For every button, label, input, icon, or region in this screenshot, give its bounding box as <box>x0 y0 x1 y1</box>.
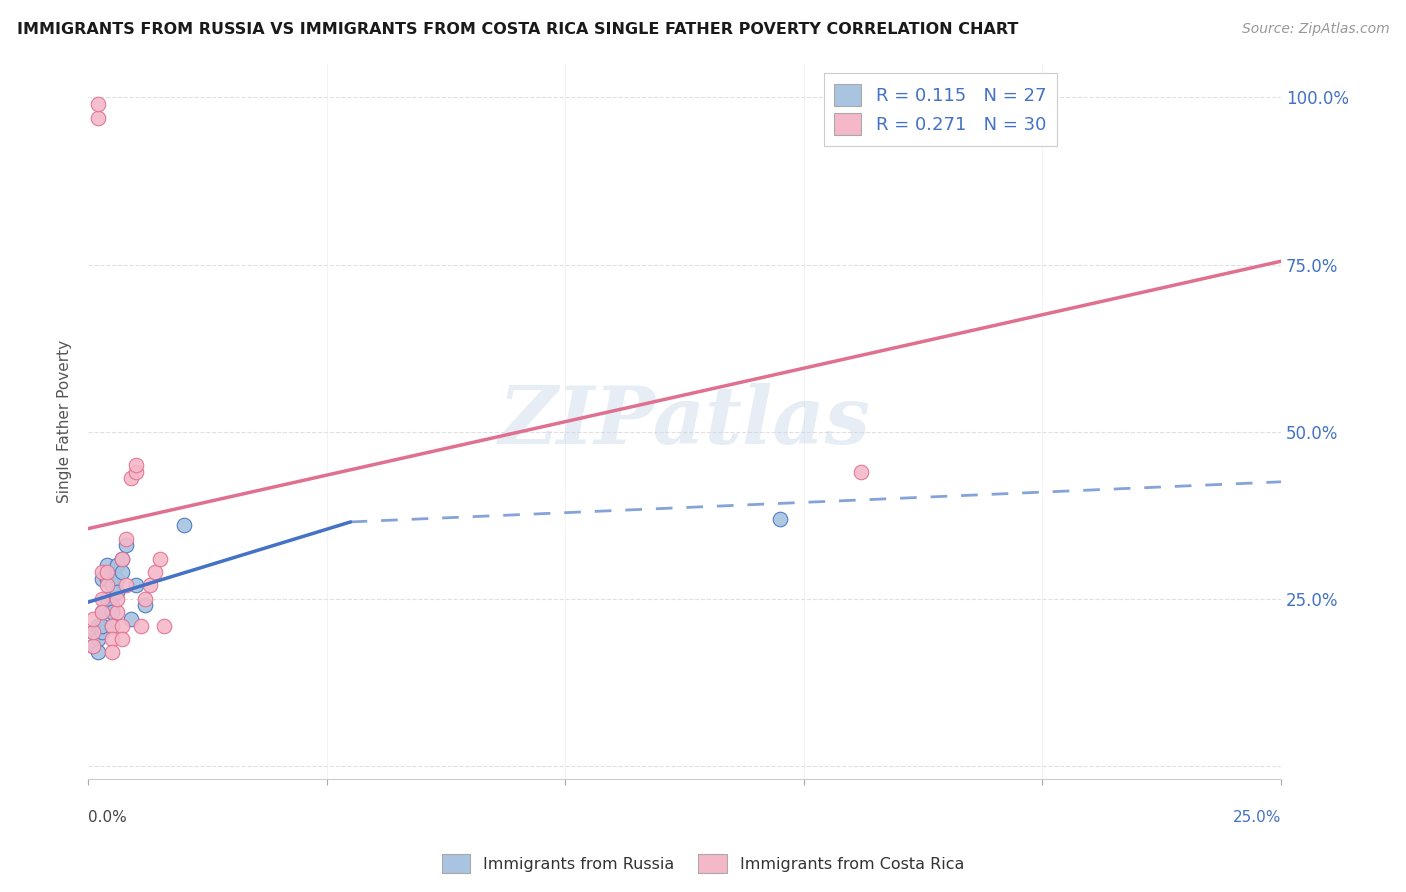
Point <box>101 632 124 646</box>
Point <box>105 605 128 619</box>
Point <box>101 618 124 632</box>
Point <box>120 612 142 626</box>
Point <box>134 591 156 606</box>
Point <box>86 632 108 646</box>
Point <box>149 551 172 566</box>
Point <box>849 465 872 479</box>
Point <box>110 565 132 579</box>
Point <box>105 558 128 573</box>
Text: 25.0%: 25.0% <box>1233 810 1281 825</box>
Point <box>91 618 114 632</box>
Point <box>101 618 124 632</box>
Legend: R = 0.115   N = 27, R = 0.271   N = 30: R = 0.115 N = 27, R = 0.271 N = 30 <box>824 73 1057 146</box>
Point <box>143 565 166 579</box>
Point <box>110 551 132 566</box>
Point <box>105 572 128 586</box>
Point <box>125 465 148 479</box>
Point <box>96 572 118 586</box>
Point <box>91 605 114 619</box>
Point <box>173 518 195 533</box>
Point <box>153 618 176 632</box>
Point <box>91 605 114 619</box>
Text: Source: ZipAtlas.com: Source: ZipAtlas.com <box>1241 22 1389 37</box>
Point <box>101 645 124 659</box>
Point <box>82 612 104 626</box>
Point <box>120 471 142 485</box>
Point <box>82 625 104 640</box>
Point <box>110 551 132 566</box>
Y-axis label: Single Father Poverty: Single Father Poverty <box>58 340 72 503</box>
Point <box>134 599 156 613</box>
Point <box>110 618 132 632</box>
Point <box>105 585 128 599</box>
Point <box>125 578 148 592</box>
Point <box>125 458 148 472</box>
Point <box>96 565 118 579</box>
Point <box>101 599 124 613</box>
Text: IMMIGRANTS FROM RUSSIA VS IMMIGRANTS FROM COSTA RICA SINGLE FATHER POVERTY CORRE: IMMIGRANTS FROM RUSSIA VS IMMIGRANTS FRO… <box>17 22 1018 37</box>
Point <box>91 625 114 640</box>
Point <box>115 578 138 592</box>
Point <box>91 572 114 586</box>
Point <box>91 591 114 606</box>
Point <box>115 538 138 552</box>
Point <box>91 565 114 579</box>
Point <box>96 578 118 592</box>
Point <box>86 645 108 659</box>
Point <box>769 511 792 525</box>
Point <box>96 591 118 606</box>
Text: 0.0%: 0.0% <box>89 810 127 825</box>
Point <box>86 618 108 632</box>
Point <box>82 639 104 653</box>
Point <box>110 632 132 646</box>
Point <box>105 591 128 606</box>
Point <box>101 578 124 592</box>
Point <box>82 639 104 653</box>
Point <box>115 532 138 546</box>
Point <box>96 558 118 573</box>
Point <box>101 605 124 619</box>
Point <box>129 618 152 632</box>
Point <box>86 97 108 112</box>
Legend: Immigrants from Russia, Immigrants from Costa Rica: Immigrants from Russia, Immigrants from … <box>436 847 970 880</box>
Text: ZIPatlas: ZIPatlas <box>499 383 870 460</box>
Point <box>139 578 162 592</box>
Point <box>82 625 104 640</box>
Point <box>86 111 108 125</box>
